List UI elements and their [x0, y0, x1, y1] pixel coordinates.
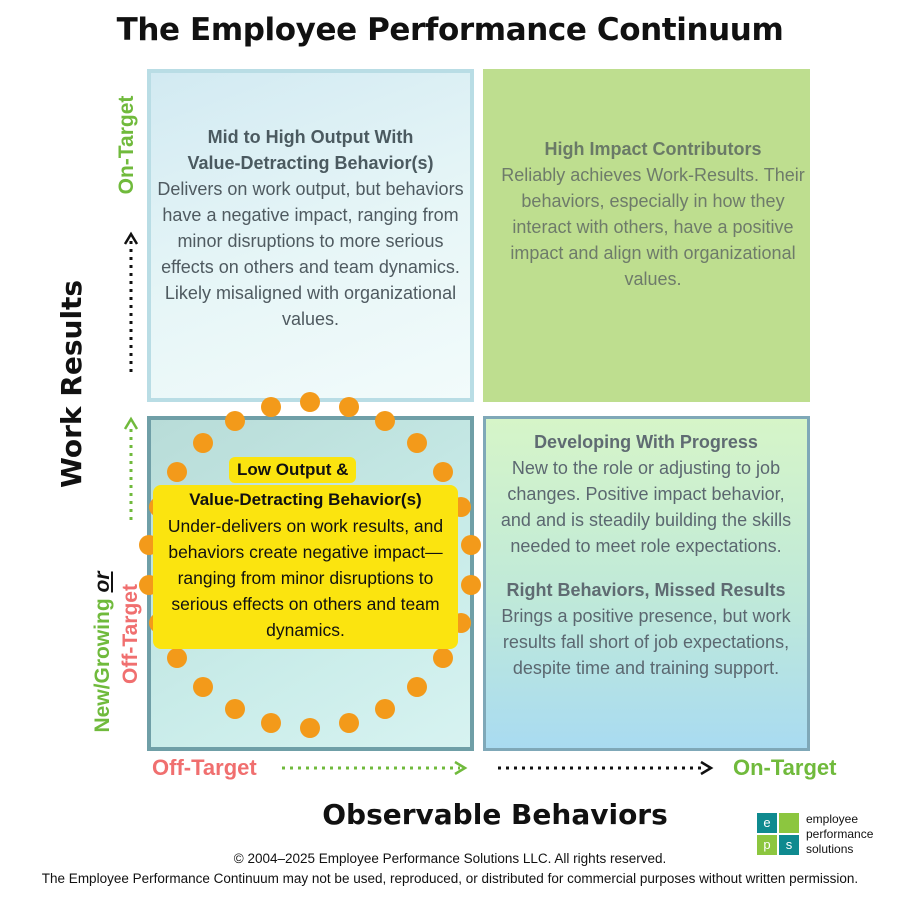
y-axis-or-text: or	[91, 571, 114, 593]
eps-logo: e p s	[757, 813, 799, 855]
horizontal-black-arrow	[498, 760, 714, 776]
logo-text-line-2: performance	[806, 827, 874, 841]
logo-text: employee performance solutions	[806, 812, 873, 857]
y-axis-new-growing-label: New/Growing or	[88, 567, 118, 737]
quadrant-bottom-right-upper-text: Developing With Progress New to the role…	[490, 429, 802, 559]
orange-dot	[338, 396, 359, 417]
page-title: The Employee Performance Continuum	[116, 12, 784, 48]
x-axis-on-target-label: On-Target	[733, 755, 837, 780]
quadrant-top-left-heading-2: Value-Detracting Behavior(s)	[187, 153, 434, 173]
orange-dot	[192, 677, 213, 697]
quadrant-bottom-right-lower-heading: Right Behaviors, Missed Results	[506, 580, 786, 600]
quadrant-top-left-heading-1: Mid to High Output With	[207, 127, 414, 147]
logo-letter-s: s	[779, 835, 799, 855]
orange-dot	[433, 462, 454, 483]
logo-letter-e: e	[757, 813, 777, 833]
orange-dot	[261, 396, 282, 417]
logo-letter-p: p	[757, 835, 777, 855]
quadrant-top-right-body: Reliably achieves Work-Results. Their be…	[501, 165, 805, 289]
quadrant-top-right-heading: High Impact Contributors	[544, 139, 762, 159]
horizontal-green-arrow	[282, 760, 468, 776]
y-axis-new-growing-text: New/Growing	[91, 598, 114, 733]
quadrant-bottom-left-heading-1: Low Output &	[229, 457, 357, 483]
quadrant-bottom-right-upper-heading: Developing With Progress	[534, 432, 758, 452]
orange-dot	[460, 535, 481, 556]
orange-dot	[224, 410, 245, 431]
quadrant-bottom-right-lower-body: Brings a positive presence, but work res…	[501, 606, 791, 678]
x-axis-title: Observable Behaviors	[322, 798, 668, 831]
orange-dot	[460, 574, 481, 595]
logo-text-line-3: solutions	[806, 842, 854, 856]
orange-dot	[166, 647, 187, 668]
quadrant-bottom-left-body: Under-delivers on work results, and beha…	[167, 516, 444, 640]
quadrant-bottom-right	[483, 416, 810, 751]
quadrant-bottom-left-heading-2: Value-Detracting Behavior(s)	[189, 490, 422, 509]
quadrant-top-right	[483, 69, 810, 402]
orange-dot	[375, 410, 396, 431]
quadrant-bottom-right-lower-text: Right Behaviors, Missed Results Brings a…	[490, 577, 802, 681]
copyright-text: © 2004–2025 Employee Performance Solutio…	[233, 851, 667, 866]
orange-dot	[407, 432, 428, 453]
quadrant-top-left-text: Mid to High Output With Value-Detracting…	[152, 124, 469, 332]
orange-dot	[338, 713, 359, 734]
orange-dot	[375, 699, 396, 720]
logo-text-line-1: employee	[806, 812, 859, 826]
orange-dot	[433, 647, 454, 668]
quadrant-bottom-right-upper-body: New to the role or adjusting to job chan…	[500, 458, 792, 556]
orange-dot	[407, 677, 428, 697]
orange-dot	[192, 432, 213, 453]
quadrant-top-left-body: Delivers on work output, but behaviors h…	[157, 179, 464, 329]
x-axis-off-target-label: Off-Target	[152, 755, 257, 780]
quadrant-top-right-text: High Impact Contributors Reliably achiev…	[500, 136, 806, 292]
orange-dot	[166, 462, 187, 483]
orange-dot	[261, 713, 282, 734]
orange-dot	[224, 699, 245, 720]
disclaimer-text: The Employee Performance Continuum may n…	[41, 871, 859, 886]
quadrant-bottom-left-text: Value-Detracting Behavior(s) Under-deliv…	[153, 485, 458, 649]
orange-dot	[300, 392, 320, 412]
quadrant-top-left	[147, 69, 474, 402]
y-axis-off-target-label: Off-Target	[119, 584, 142, 684]
vertical-black-arrow	[123, 231, 139, 372]
vertical-green-arrow	[123, 416, 139, 520]
y-axis-on-target-label: On-Target	[115, 95, 138, 195]
y-axis-title: Work Results	[55, 279, 88, 488]
logo-square-green	[779, 813, 799, 833]
orange-dot	[300, 718, 320, 738]
